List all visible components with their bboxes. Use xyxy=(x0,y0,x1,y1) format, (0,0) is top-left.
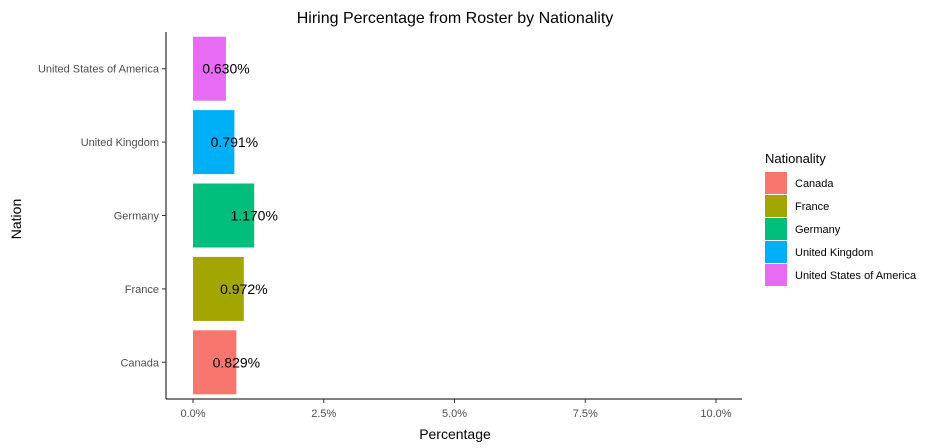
bar xyxy=(193,110,235,175)
data-label: 0.829% xyxy=(213,354,260,370)
y-tick-label: France xyxy=(125,284,159,296)
x-tick-label: 5.0% xyxy=(442,408,467,420)
y-tick-label: Germany xyxy=(114,211,160,223)
data-label: 1.170% xyxy=(230,208,277,224)
legend-swatch xyxy=(765,264,787,286)
x-tick-label: 0.0% xyxy=(180,408,205,420)
bar xyxy=(193,183,255,248)
x-axis-title: Percentage xyxy=(419,426,491,442)
legend-entry: United Kingdom xyxy=(795,247,873,259)
plot-area: 0.0% 2.5% 5.0% 7.5% 10.0% Canada 0.829% France 0… xyxy=(38,32,742,420)
data-label: 0.972% xyxy=(220,281,267,297)
legend-entry: Canada xyxy=(795,178,834,190)
legend-swatch xyxy=(765,172,787,194)
legend-swatch xyxy=(765,195,787,217)
y-tick-label: United States of America xyxy=(38,64,160,76)
bar xyxy=(193,36,226,101)
data-label: 0.791% xyxy=(211,134,258,150)
legend: Nationality Canada France Germany United Ki… xyxy=(765,151,917,286)
bar xyxy=(193,330,237,395)
y-tick-label: Canada xyxy=(120,357,159,369)
bar xyxy=(193,256,244,321)
legend-swatch xyxy=(765,241,787,263)
chart-title: Hiring Percentage from Roster by Nationa… xyxy=(297,10,614,27)
legend-title: Nationality xyxy=(765,151,826,166)
data-label: 0.630% xyxy=(202,61,249,77)
legend-entry: Germany xyxy=(795,224,841,236)
legend-swatch xyxy=(765,218,787,240)
legend-entry: France xyxy=(795,201,829,213)
legend-entry: United States of America xyxy=(795,270,917,282)
y-axis-title: Nation xyxy=(8,199,24,239)
x-tick-label: 10.0% xyxy=(700,408,731,420)
x-tick-label: 2.5% xyxy=(311,408,336,420)
x-tick-label: 7.5% xyxy=(573,408,598,420)
y-tick-label: United Kingdom xyxy=(81,137,159,149)
